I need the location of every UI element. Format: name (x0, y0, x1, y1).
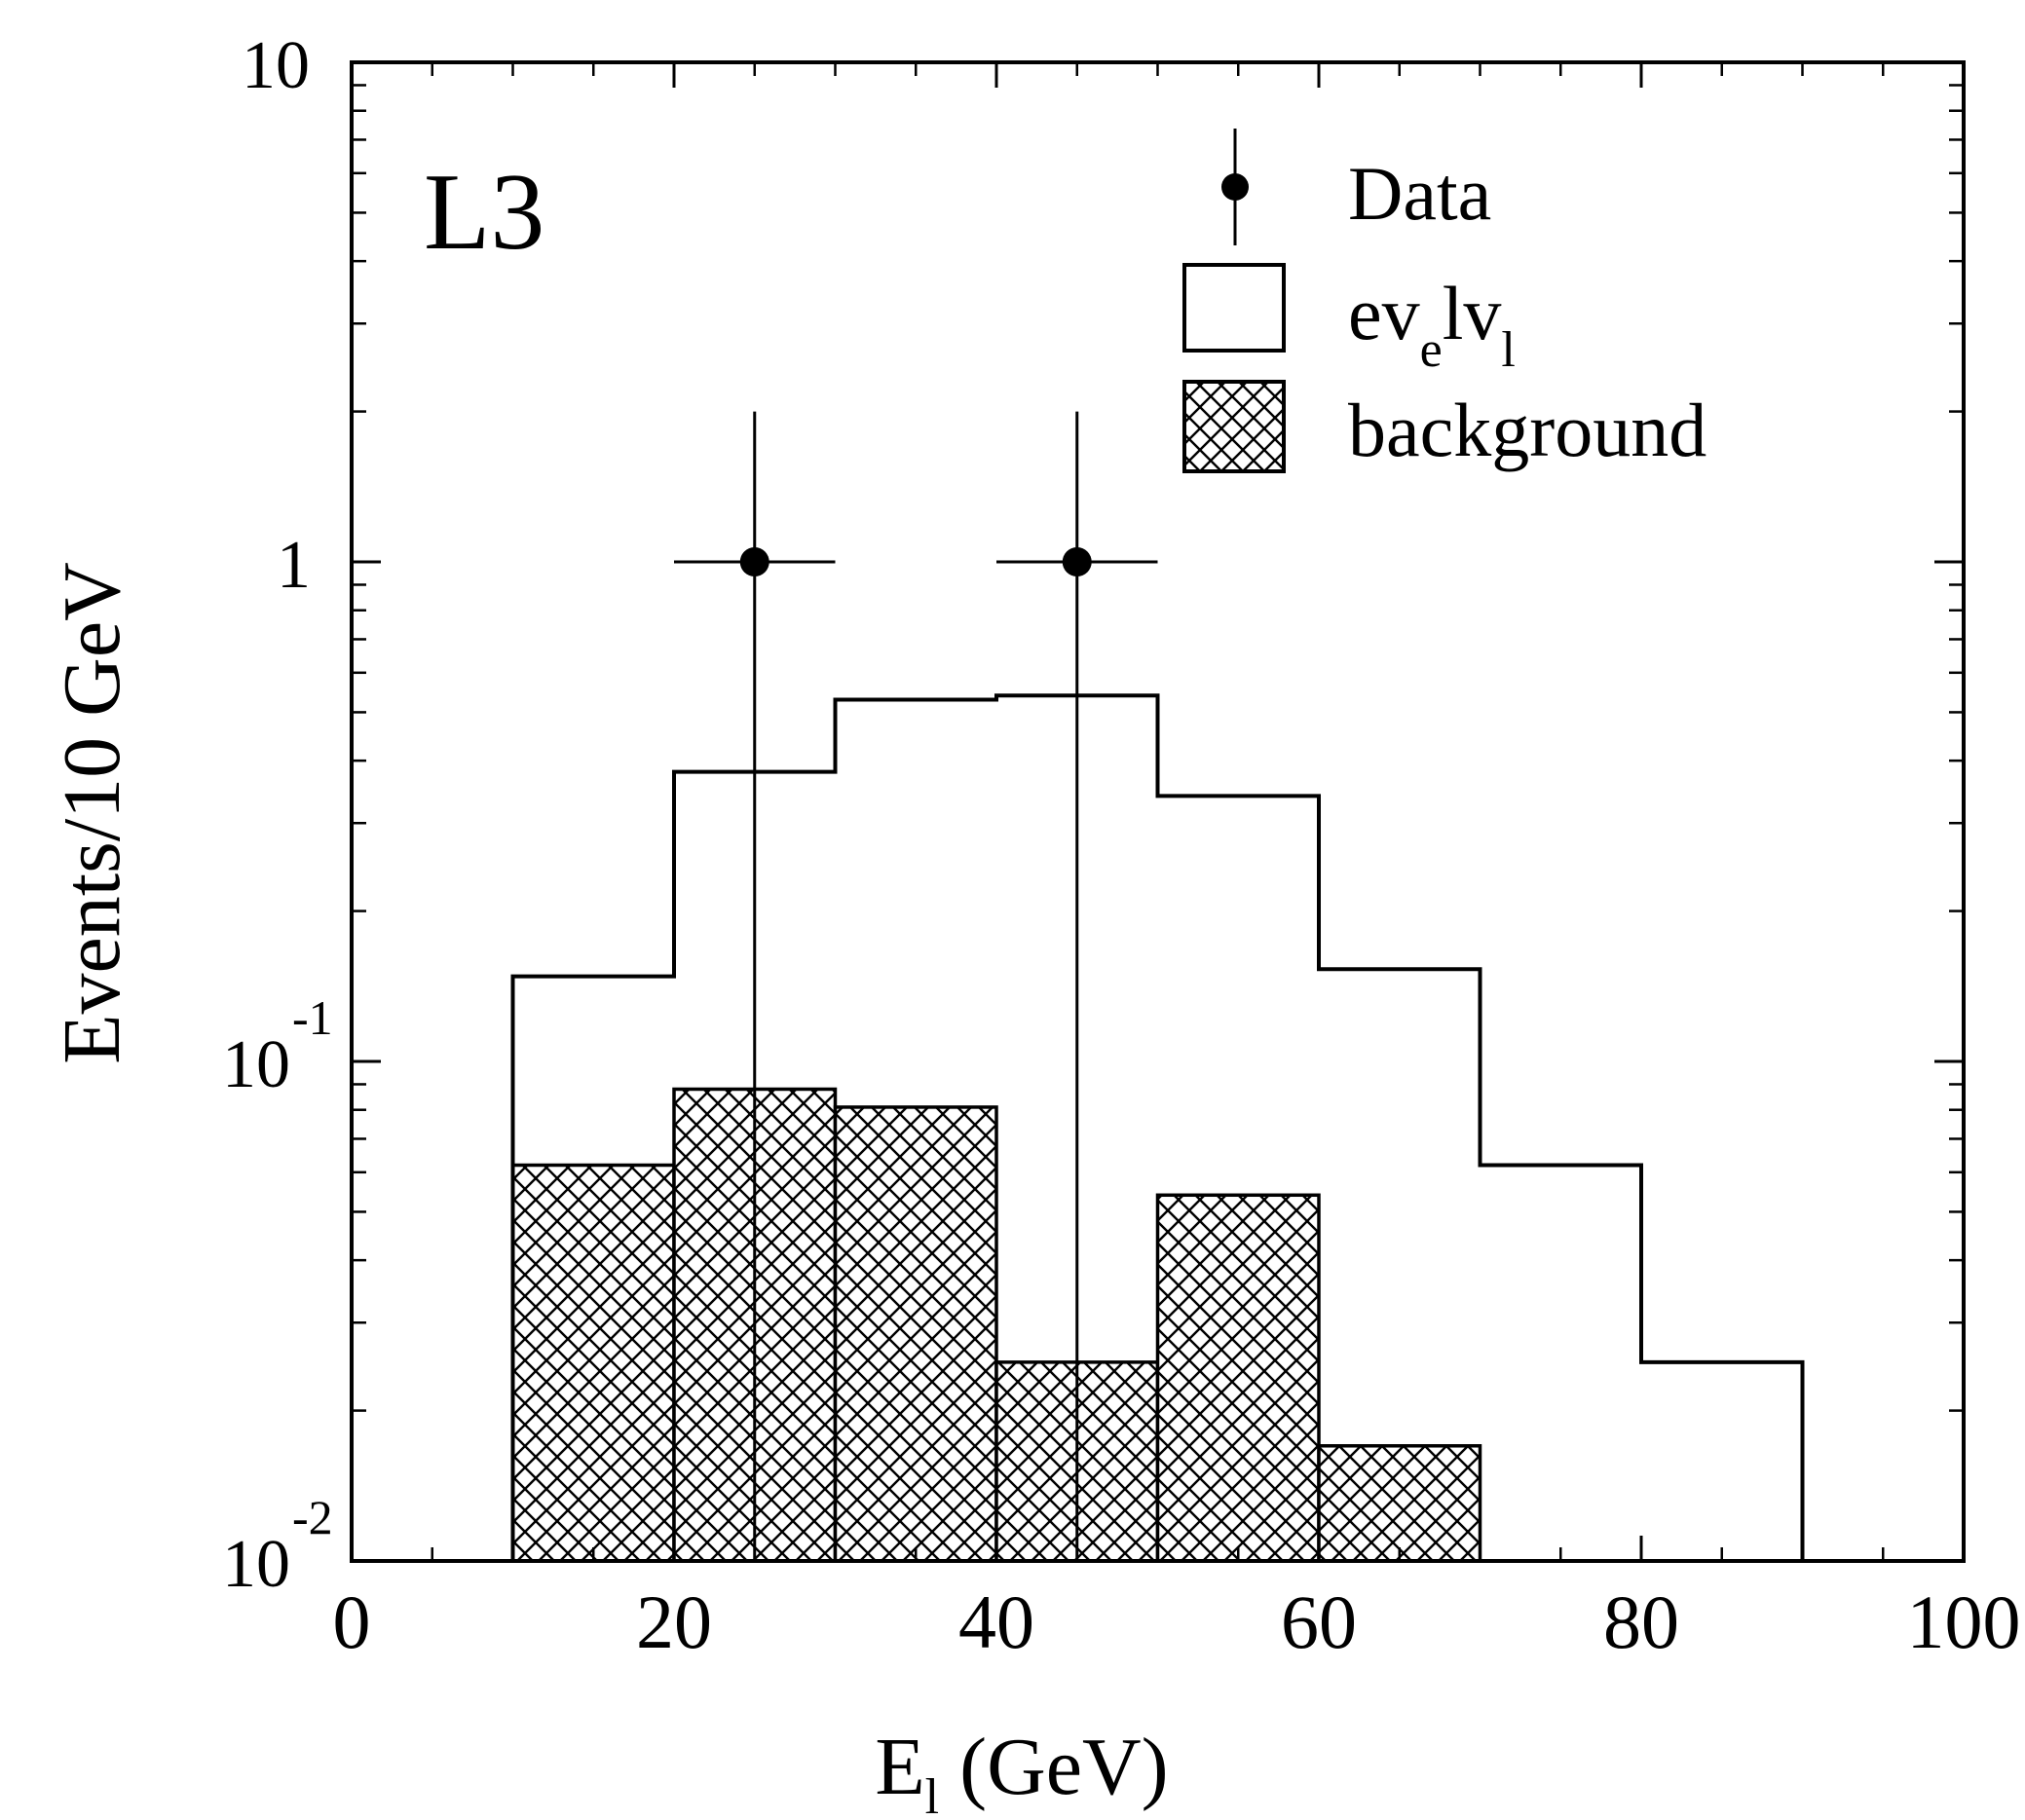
y-tick-label: 10 (222, 1027, 290, 1102)
x-tick-label: 40 (958, 1579, 1034, 1664)
legend-label-data: Data (1348, 151, 1491, 236)
y-axis-label: Events/10 GeV (47, 562, 137, 1064)
legend: Data evelvl background (1182, 129, 1706, 473)
background-bar (833, 1105, 998, 1563)
background-bar (1155, 1193, 1321, 1563)
y-tick-exponent: -2 (292, 1490, 333, 1544)
data-point (739, 547, 769, 576)
legend-data-marker (1221, 173, 1249, 201)
x-axis-label: El (GeV) (875, 1722, 1168, 1820)
legend-signal-box (1182, 263, 1286, 353)
x-tick-label: 60 (1281, 1579, 1357, 1664)
legend-background-box (1182, 380, 1286, 473)
legend-label-signal: evelvl (1348, 271, 1516, 378)
signal-step-line (352, 693, 1805, 1563)
x-tick-label: 20 (636, 1579, 712, 1664)
y-tick-label: 10 (242, 28, 310, 103)
x-tick-label: 100 (1907, 1579, 2021, 1664)
y-tick-exponent: -1 (292, 990, 333, 1045)
x-tick-label: 80 (1603, 1579, 1679, 1664)
background-bar (510, 1163, 676, 1563)
background-bar (1317, 1444, 1482, 1563)
chart-title: L3 (424, 152, 544, 273)
legend-label-background: background (1348, 388, 1706, 472)
y-tick-label: 1 (277, 528, 311, 603)
x-tick-label: 0 (333, 1579, 371, 1664)
y-tick-label: 10 (222, 1527, 290, 1602)
data-point (1062, 547, 1092, 576)
